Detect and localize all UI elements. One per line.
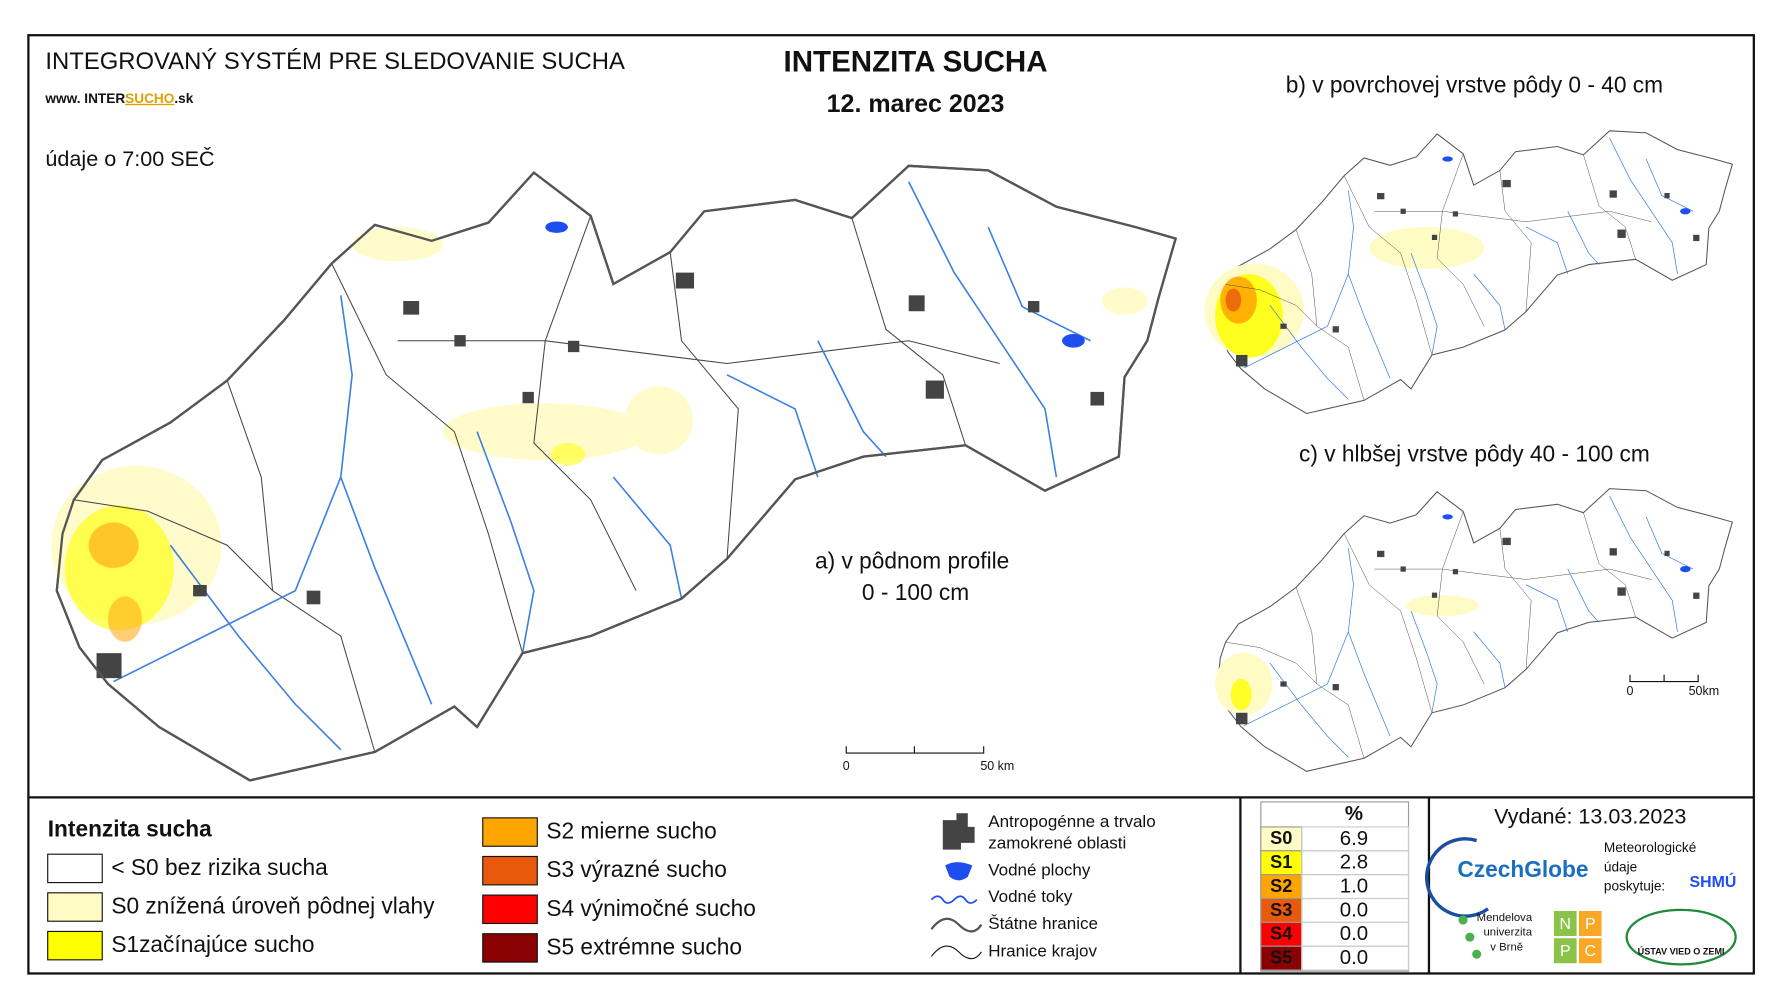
value-label: 0.0	[1340, 898, 1368, 921]
scale-label: 50 km	[980, 759, 1014, 773]
value-label: 6.9	[1340, 827, 1368, 850]
class-label: S2	[1270, 876, 1292, 896]
symbol-label: Vodné plochy	[988, 861, 1091, 880]
legend-label: < S0 bez rizika sucha	[111, 854, 328, 880]
logo-tile	[1578, 910, 1602, 936]
value-cell	[1301, 945, 1410, 971]
logo-text: Meteorologické	[1604, 840, 1696, 855]
legend-swatch	[47, 853, 103, 884]
scale-label: 0	[1627, 684, 1634, 698]
logo-uvz: ÚSTAV VIED O ZEMI	[1638, 945, 1725, 956]
logo-shmu: SHMÚ	[1690, 872, 1737, 891]
map-c	[1215, 488, 1733, 772]
legend-label: S0 znížená úroveň pôdnej vlahy	[111, 893, 435, 919]
value-label: 0.0	[1340, 922, 1368, 945]
symbol-label: Hranice krajov	[988, 941, 1097, 960]
legend-label: S5 extrémne sucho	[546, 933, 742, 959]
map-a-label: a) v pôdnom profile	[815, 547, 1009, 573]
map-c-label: c) v hlbšej vrstve pôdy 40 - 100 cm	[1299, 440, 1650, 466]
logo-letter: P	[1585, 916, 1596, 933]
time-note: údaje o 7:00 SEČ	[45, 146, 214, 171]
legend-label: S4 výnimočné sucho	[546, 895, 755, 921]
logos: CzechGlobe Meteorologické údaje poskytuj…	[1425, 837, 1737, 966]
value-label: 2.8	[1340, 851, 1368, 874]
logo-text: Mendelova	[1477, 912, 1533, 924]
map-a-label: 0 - 100 cm	[862, 579, 969, 605]
map-b-label: b) v povrchovej vrstve pôdy 0 - 40 cm	[1286, 71, 1663, 97]
legend-swatch	[482, 933, 538, 963]
stats-table: % S0 6.9 S1 2.8 S2 1.0 S3 0.0 S4 0.0 S5 0.0	[1260, 801, 1410, 972]
legend-swatch	[482, 855, 538, 886]
class-label: S3	[1270, 900, 1292, 920]
system-title: INTEGROVANÝ SYSTÉM PRE SLEDOVANIE SUCHA	[45, 48, 625, 75]
legend-swatch	[47, 892, 103, 922]
value-label: 1.0	[1340, 875, 1368, 898]
logo-text: údaje	[1604, 859, 1637, 874]
logo-text: poskytuje:	[1604, 879, 1665, 894]
logo-czechglobe: CzechGlobe	[1457, 856, 1588, 882]
symbol-label: Vodné toky	[988, 887, 1073, 906]
scale-label: 50km	[1689, 684, 1720, 698]
legend-label: S1začínajúce sucho	[111, 931, 314, 957]
map-b	[1204, 130, 1733, 415]
value-label: 0.0	[1340, 946, 1368, 969]
title: INTENZITA SUCHA	[784, 45, 1048, 78]
logo-letter: P	[1560, 943, 1571, 960]
map-a	[51, 164, 1177, 782]
url: www. INTERSUCHO.sk	[44, 90, 193, 105]
legend-swatch	[482, 894, 538, 925]
symbol-label: Štátne hranice	[988, 914, 1098, 933]
logo-tile	[1578, 938, 1602, 964]
class-label: S5	[1270, 947, 1292, 967]
logo-tile	[1553, 910, 1577, 936]
class-label: S0	[1270, 828, 1292, 848]
legend-swatch	[482, 817, 538, 847]
symbol-label: zamokrené oblasti	[988, 833, 1126, 852]
scale-label: 0	[843, 759, 850, 773]
logo-letter: N	[1560, 916, 1571, 933]
logo-tile	[1553, 938, 1577, 964]
symbol-legend: Antropogénne a trvalo zamokrené oblasti …	[930, 812, 1156, 960]
class-label: S4	[1270, 924, 1292, 944]
scale-bar	[1629, 674, 1699, 683]
stats-header: %	[1345, 802, 1363, 825]
class-label: S1	[1270, 852, 1292, 872]
legend-label: S3 výrazné sucho	[546, 856, 726, 882]
logo-letter: C	[1585, 943, 1596, 960]
legend-label: S2 mierne sucho	[546, 818, 716, 844]
symbol-label: Antropogénne a trvalo	[988, 812, 1155, 831]
scale-bar	[845, 746, 985, 754]
legend-swatch	[47, 930, 103, 961]
issued: Vydané: 13.03.2023	[1494, 804, 1686, 829]
legend-title: Intenzita sucha	[48, 815, 212, 841]
logo-text: v Brně	[1490, 941, 1523, 953]
logo-text: univerzita	[1483, 927, 1532, 939]
legend: < S0 bez rizika sucha S0 znížená úroveň p…	[47, 817, 756, 963]
date: 12. marec 2023	[827, 90, 1005, 118]
